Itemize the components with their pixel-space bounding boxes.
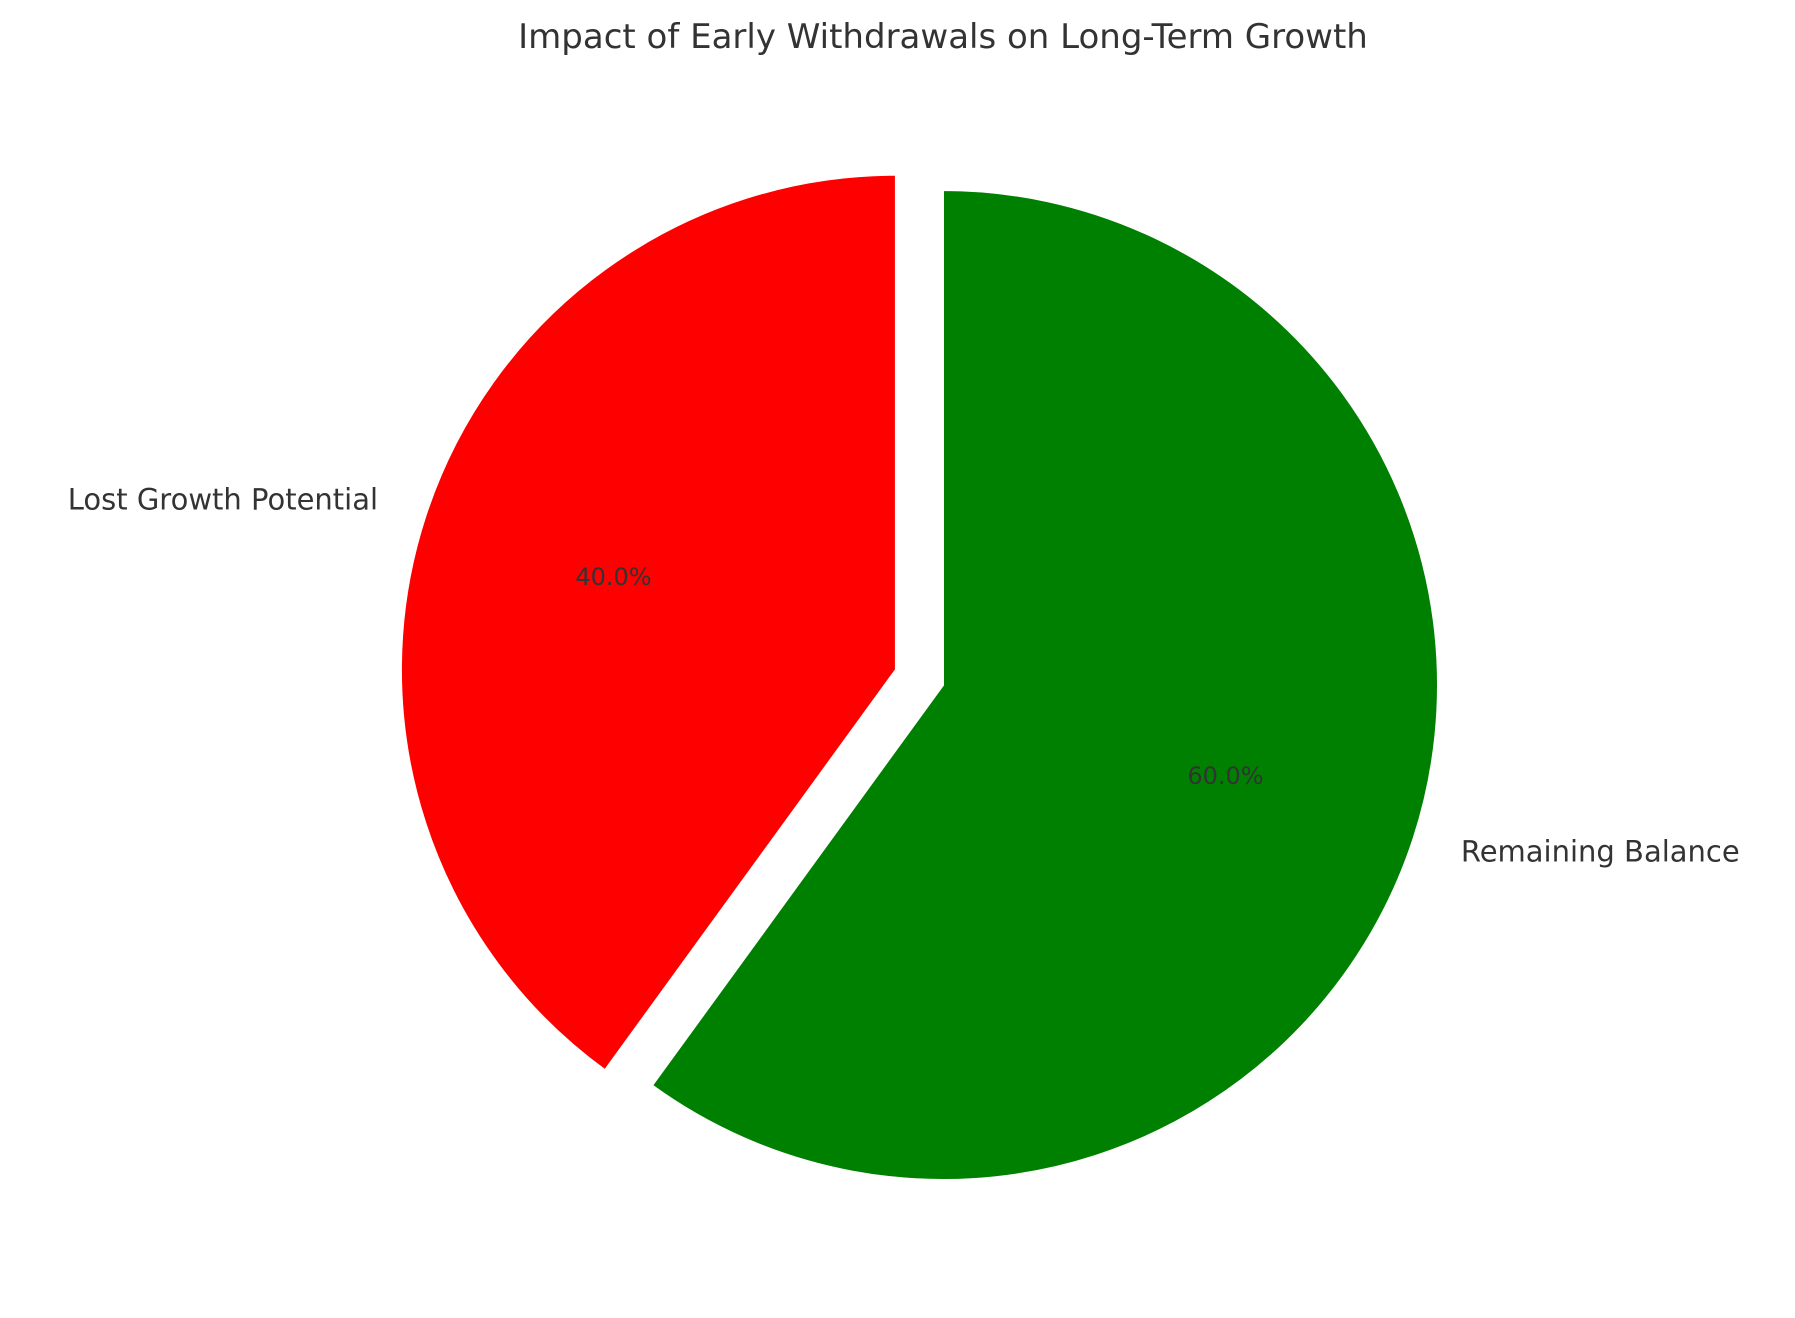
percent-label-lost-growth-potential: 40.0% — [575, 563, 651, 591]
percent-label-remaining-balance: 60.0% — [1187, 762, 1263, 790]
pie-slice-remaining-balance — [650, 188, 1440, 1181]
pie-labels: Lost Growth Potential 40.0% Remaining Bala… — [68, 482, 1740, 868]
pie-slice-lost-growth-potential — [400, 173, 897, 1072]
pie-slices — [400, 173, 1440, 1181]
chart-title: Impact of Early Withdrawals on Long-Term… — [518, 17, 1368, 57]
slice-label-remaining-balance: Remaining Balance — [1461, 834, 1740, 868]
slice-label-lost-growth-potential: Lost Growth Potential — [68, 482, 378, 516]
